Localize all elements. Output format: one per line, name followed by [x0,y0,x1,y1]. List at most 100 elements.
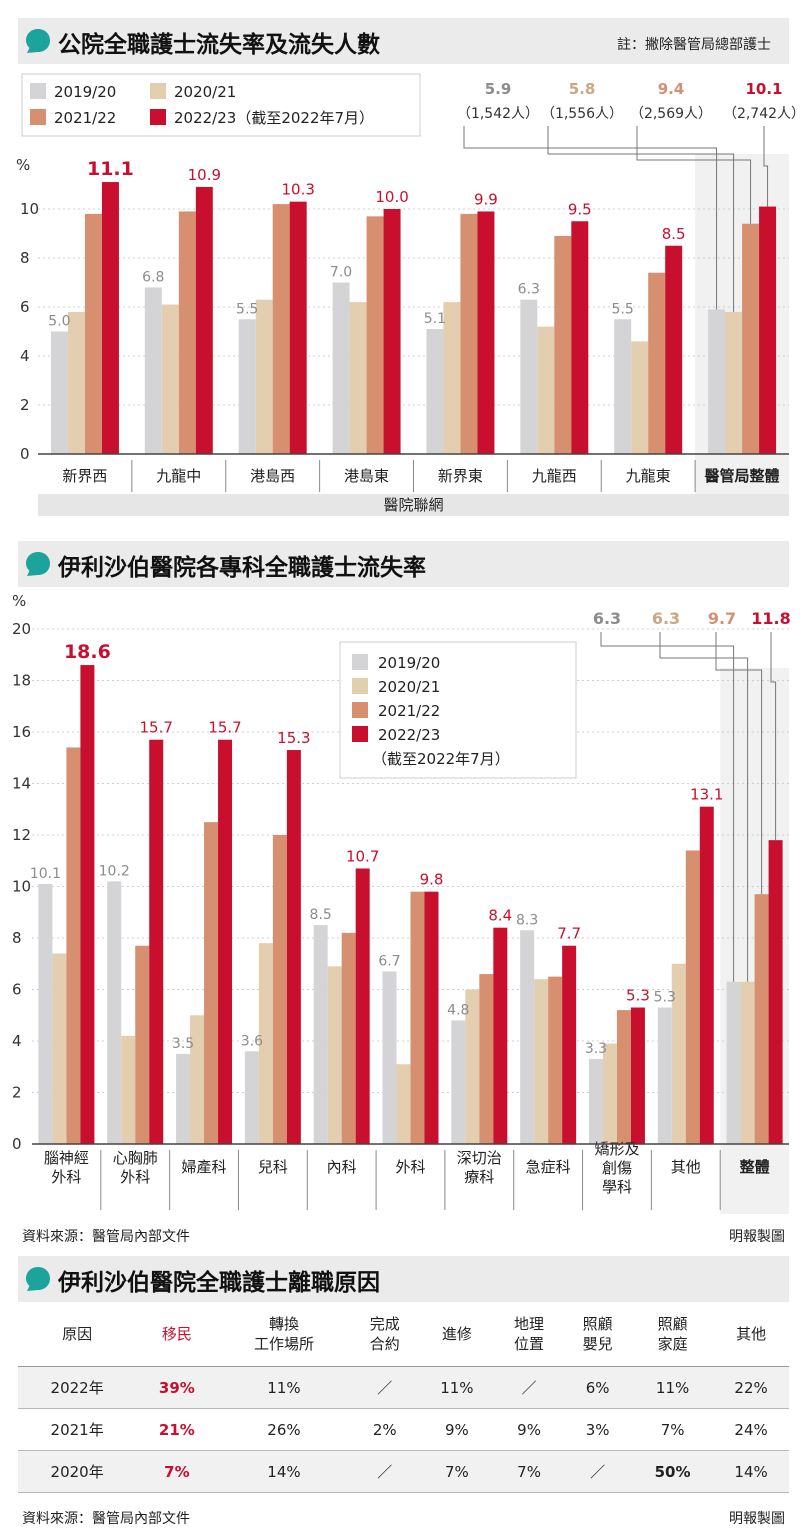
x-tick-label: 創傷 [602,1159,632,1177]
y-tick-label: 8 [12,929,22,947]
legend-box [21,73,421,137]
bar-1-2 [135,945,150,1144]
bar-0-1 [52,953,67,1144]
table-cell: 26% [217,1408,351,1451]
callout-leader [600,632,735,982]
bar-4-1 [443,302,461,454]
legend-label: 2020/21 [378,678,440,696]
callout-leader [763,126,769,207]
bar-3-0 [244,1051,259,1144]
callout-leader [636,126,752,224]
bar-10-0 [726,981,741,1144]
bar-9-2 [685,850,700,1144]
legend-box [339,641,577,779]
table-cell: 2020年 [18,1450,137,1493]
column-header: 轉換 工作場所 [217,1302,351,1367]
bar-4-1 [327,966,342,1144]
bar-3-2 [272,835,287,1144]
bar-3-0 [332,282,350,454]
speech-bubble-icon [26,29,50,53]
table-row: 2022年 39% 11% ／ 11% ／ 6% 11% 22% [18,1366,789,1409]
y-tick-label: 16 [12,723,31,741]
legend-swatch [352,702,368,718]
bar-8-0 [588,1059,603,1144]
data-label: 3.6 [241,1033,263,1049]
data-label: 13.1 [690,786,723,804]
x-tick-label: 整體 [740,1158,770,1176]
bar-2-1 [255,299,273,454]
x-tick-label: 婦產科 [182,1158,227,1176]
bar-6-1 [465,989,480,1144]
data-label: 10.1 [30,866,61,882]
table-cell: ／ [494,1366,564,1409]
bar-10-3 [768,840,783,1144]
bar-6-0 [614,319,632,454]
legend-swatch [30,83,46,99]
x-tick-label: 醫管局整體 [705,467,780,485]
table-cell: 2% [350,1408,420,1451]
bar-0-2 [84,213,102,454]
data-label: 5.0 [48,314,70,330]
overall-callout-count: （2,569人） [630,106,712,122]
bar-7-0 [708,309,726,454]
column-header: 照顧 家庭 [631,1302,714,1367]
callout-leader [659,632,749,982]
table-cell: 50% [631,1450,714,1493]
data-label: 6.8 [142,269,164,285]
chart1-svg: 0 2 4 6 8 10% 5.0 11.1 新界西 6.8 10.9 九龍中 5.5 10.3 港島西 7.… [16,73,805,516]
table-cell: 11% [631,1366,714,1409]
bar-5-3 [424,891,439,1144]
legend-label: 2019/20 [378,654,440,672]
callout-leader [547,126,735,312]
table-cell: 2021年 [18,1408,137,1451]
data-label: 7.0 [330,265,352,281]
data-label: 5.5 [612,301,634,317]
x-tick-label: 療科 [464,1168,494,1186]
credit-text-1: 明報製圖 [729,1229,785,1245]
chart1-title: 公院全職護士流失率及流失人數 [58,31,380,58]
y-tick-label: 2 [12,1084,22,1102]
legend-label: 2019/20 [54,83,116,101]
bar-2-3 [289,201,307,454]
chart3-title-bar: 伊利沙伯醫院全職護士離職原因 [18,1256,789,1302]
table-cell: 11% [419,1366,495,1409]
group-label: 醫院聯網 [383,496,443,514]
bar-9-1 [671,963,686,1144]
bar-6-0 [451,1020,466,1144]
data-label: 6.3 [518,282,540,298]
y-tick-label: 4 [12,1032,22,1050]
data-label: 11.1 [87,158,134,180]
table-cell: 7% [136,1450,218,1493]
y-tick-label: 4 [20,347,30,365]
bar-4-2 [341,932,356,1144]
data-label: 15.7 [208,719,241,737]
legend-swatch [352,678,368,694]
data-label: 8.4 [488,907,512,925]
y-tick-label: 10 [12,878,31,896]
x-tick-label: 港島西 [250,467,295,485]
bar-7-2 [742,223,760,454]
data-label: 7.7 [557,925,581,943]
group-label-bar [38,494,789,516]
data-label: 10.3 [281,181,314,199]
callout-leader [770,632,777,841]
bar-2-0 [238,319,256,454]
bar-1-1 [161,304,179,454]
bar-7-3 [562,945,577,1144]
bar-7-2 [548,976,563,1144]
overall-callout-value: 5.9 [485,80,512,98]
reasons-table: 原因 移民 轉換 工作場所 完成 合約 進修 地理 位置 照顧 嬰兒 照顧 家庭 其他 2022年 39% 1… [18,1302,789,1493]
bar-5-3 [571,221,589,454]
x-tick-label: 心胸肺 [113,1149,158,1167]
bar-4-3 [477,211,495,454]
legend-label: 2021/22 [378,702,440,720]
bar-4-0 [426,329,444,454]
source-text-2: 資料來源：醫管局內部文件 [22,1511,190,1527]
x-tick-label: 矯形及 [594,1140,639,1158]
bar-4-0 [313,925,328,1144]
y-tick-label: 10 [20,200,39,218]
table-cell: 9% [494,1408,564,1451]
overall-callout-value: 11.8 [751,609,790,628]
x-tick-label: 九龍中 [156,467,201,485]
